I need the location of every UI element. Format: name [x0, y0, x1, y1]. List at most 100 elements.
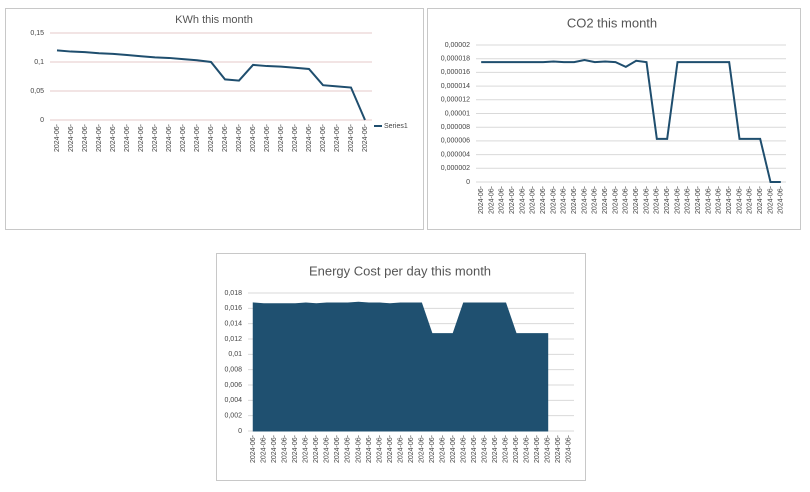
x-tick-label: 2024-06-	[545, 434, 552, 463]
x-tick-label: 2024-06-	[124, 123, 131, 152]
x-tick-label: 2024-06-	[306, 123, 313, 152]
x-tick-label: 2024-06-	[408, 434, 415, 463]
y-tick-label: 0,004	[224, 397, 242, 404]
legend-label: Series1	[384, 123, 408, 130]
x-tick-label: 2024-06-	[261, 434, 268, 463]
chart-frame	[5, 8, 424, 230]
x-tick-label: 2024-06-	[429, 434, 436, 463]
x-tick-label: 2024-06-	[138, 123, 145, 152]
y-tick-label: 0,014	[224, 321, 242, 328]
line	[481, 59, 781, 183]
x-tick-label: 2024-06-	[471, 434, 478, 463]
x-tick-label: 2024-06-	[54, 123, 61, 152]
x-tick-label: 2024-06-	[643, 185, 650, 214]
x-tick-label: 2024-06-	[561, 185, 568, 214]
y-tick-label: 0,00002	[445, 42, 470, 49]
x-tick-label: 2024-06-	[499, 185, 506, 214]
x-tick-label: 2024-06-	[540, 185, 547, 214]
y-tick-label: 0,000018	[441, 56, 470, 63]
x-tick-label: 2024-06-	[513, 434, 520, 463]
x-tick-label: 2024-06-	[271, 434, 278, 463]
y-tick-label: 0,000014	[441, 83, 470, 90]
x-tick-label: 2024-06-	[778, 185, 785, 214]
x-tick-label: 2024-06-	[757, 185, 764, 214]
x-tick-label: 2024-06-	[282, 434, 289, 463]
x-tick-label: 2024-06-	[685, 185, 692, 214]
x-tick-label: 2024-06-	[278, 123, 285, 152]
x-tick-label: 2024-06-	[534, 434, 541, 463]
x-tick-label: 2024-06-	[566, 434, 573, 463]
x-tick-label: 2024-06-	[674, 185, 681, 214]
x-tick-label: 2024-06-	[250, 434, 257, 463]
chart-title: CO2 this month	[567, 15, 657, 30]
y-tick-label: 0	[238, 428, 242, 435]
y-tick-label: 0,15	[30, 30, 44, 37]
chart-title: KWh this month	[175, 14, 253, 26]
x-tick-label: 2024-06-	[612, 185, 619, 214]
y-tick-label: 0,000012	[441, 97, 470, 104]
x-tick-label: 2024-06-	[519, 185, 526, 214]
x-tick-label: 2024-06-	[460, 434, 467, 463]
y-tick-label: 0,012	[224, 336, 242, 343]
x-tick-label: 2024-06-	[726, 185, 733, 214]
y-tick-label: 0,000004	[441, 151, 470, 158]
y-tick-label: 0,1	[34, 59, 44, 66]
x-tick-label: 2024-06-	[82, 123, 89, 152]
y-tick-label: 0,000008	[441, 124, 470, 131]
x-tick-label: 2024-06-	[736, 185, 743, 214]
x-tick-label: 2024-06-	[366, 434, 373, 463]
line	[56, 49, 366, 121]
x-tick-label: 2024-06-	[208, 123, 215, 152]
x-tick-label: 2024-06-	[348, 123, 355, 152]
x-tick-label: 2024-06-	[303, 434, 310, 463]
x-tick-label: 2024-06-	[623, 185, 630, 214]
x-tick-label: 2024-06-	[571, 185, 578, 214]
x-tick-label: 2024-06-	[362, 123, 369, 152]
x-tick-label: 2024-06-	[345, 434, 352, 463]
x-tick-label: 2024-06-	[481, 434, 488, 463]
x-tick-label: 2024-06-	[418, 434, 425, 463]
y-tick-label: 0,000006	[441, 138, 470, 145]
x-tick-label: 2024-06-	[110, 123, 117, 152]
x-tick-label: 2024-06-	[602, 185, 609, 214]
x-tick-label: 2024-06-	[488, 185, 495, 214]
x-tick-label: 2024-06-	[530, 185, 537, 214]
x-tick-label: 2024-06-	[68, 123, 75, 152]
x-tick-label: 2024-06-	[478, 185, 485, 214]
x-tick-label: 2024-06-	[313, 434, 320, 463]
x-tick-label: 2024-06-	[502, 434, 509, 463]
x-tick-label: 2024-06-	[376, 434, 383, 463]
y-tick-label: 0,016	[224, 305, 242, 312]
x-tick-label: 2024-06-	[320, 123, 327, 152]
y-tick-label: 0,00001	[445, 110, 470, 117]
x-tick-label: 2024-06-	[450, 434, 457, 463]
x-tick-label: 2024-06-	[592, 185, 599, 214]
x-tick-label: 2024-06-	[292, 434, 299, 463]
x-tick-label: 2024-06-	[695, 185, 702, 214]
y-tick-label: 0,05	[30, 88, 44, 95]
x-tick-label: 2024-06-	[152, 123, 159, 152]
x-tick-label: 2024-06-	[664, 185, 671, 214]
x-tick-label: 2024-06-	[633, 185, 640, 214]
y-tick-label: 0	[40, 117, 44, 124]
x-tick-label: 2024-06-	[581, 185, 588, 214]
x-tick-label: 2024-06-	[387, 434, 394, 463]
y-tick-label: 0,01	[228, 351, 242, 358]
x-tick-label: 2024-06-	[524, 434, 531, 463]
y-tick-label: 0,006	[224, 382, 242, 389]
x-tick-label: 2024-06-	[550, 185, 557, 214]
chart-title: Energy Cost per day this month	[309, 263, 491, 278]
x-tick-label: 2024-06-	[747, 185, 754, 214]
x-tick-label: 2024-06-	[439, 434, 446, 463]
x-tick-label: 2024-06-	[509, 185, 516, 214]
x-tick-label: 2024-06-	[96, 123, 103, 152]
y-tick-label: 0	[466, 179, 470, 186]
x-tick-label: 2024-06-	[767, 185, 774, 214]
x-tick-label: 2024-06-	[292, 123, 299, 152]
y-tick-label: 0,018	[224, 290, 242, 297]
x-tick-label: 2024-06-	[166, 123, 173, 152]
x-tick-label: 2024-06-	[250, 123, 257, 152]
y-tick-label: 0,000016	[441, 69, 470, 76]
